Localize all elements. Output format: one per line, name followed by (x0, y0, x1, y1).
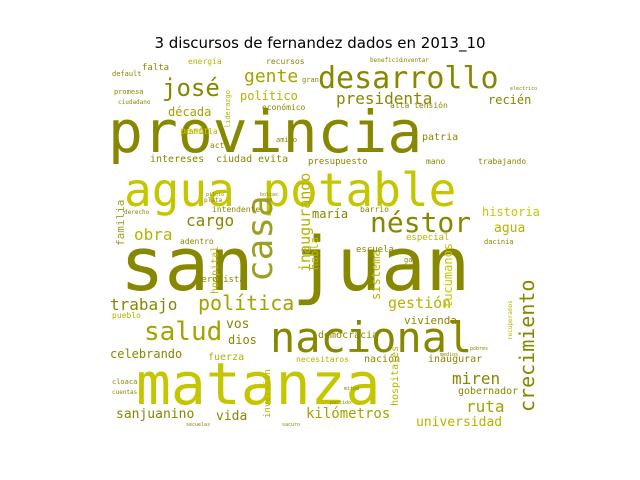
word-85: inventar (400, 57, 429, 64)
word-91: medios (440, 352, 458, 358)
word-49: ciudad (216, 154, 252, 165)
word-79: liderazgo (224, 90, 232, 128)
word-63: mano (426, 157, 445, 166)
word-71: gas (404, 256, 417, 264)
word-76: cloaca (112, 378, 137, 386)
word-24: sanjuanino (116, 407, 194, 422)
word-55: perón (180, 125, 210, 137)
word-11: crecimiento (515, 280, 539, 412)
word-46: hospitales (390, 346, 401, 406)
word-0: provincia (108, 98, 422, 166)
word-81: plata (204, 197, 222, 204)
word-19: miren (452, 369, 500, 388)
word-15: cargo (186, 211, 234, 230)
word-18: ruta (466, 397, 505, 416)
word-93: partido (330, 400, 351, 406)
word-group: provincia san juan matanza agua potable nacio… (108, 57, 540, 430)
word-73: pueblo (112, 311, 141, 320)
word-75: default (112, 70, 142, 78)
word-88: sacuro (282, 422, 300, 428)
word-86: eléctrico (510, 85, 537, 92)
word-10: josé (162, 74, 220, 102)
word-60: económico (262, 102, 306, 112)
word-77: dacinia (484, 238, 514, 246)
word-37: político (240, 89, 298, 103)
word-28: vos (226, 317, 249, 332)
word-41: democracia (318, 330, 378, 341)
word-68: adentro (180, 237, 214, 246)
word-61: energía (188, 57, 222, 66)
word-32: sistema (369, 249, 383, 300)
word-9: salud (144, 317, 222, 347)
word-47: inversión (262, 369, 273, 418)
word-50: evita (258, 154, 288, 165)
word-1: san (120, 222, 254, 308)
word-92: mitad (344, 386, 359, 392)
word-40: gobernador (458, 386, 518, 397)
word-36: década (168, 105, 211, 119)
word-83: recuperamos (507, 300, 514, 340)
word-17: trabajo (110, 295, 177, 314)
word-82: cuentas (112, 389, 138, 396)
word-57: escuela (356, 245, 394, 255)
word-5: nacional (270, 313, 472, 362)
word-89: pobres (470, 346, 488, 352)
word-65: alta tensión (390, 100, 448, 110)
word-13: gente (244, 66, 298, 87)
word-94: piloto (206, 192, 224, 198)
word-30: celebrando (110, 347, 182, 361)
word-78: derecho (124, 209, 150, 216)
word-66: camilla (184, 127, 218, 136)
word-87: secuelas (186, 422, 210, 428)
word-62: falta (142, 63, 169, 73)
word-43: nación (364, 353, 400, 365)
word-52: especial (406, 233, 449, 243)
word-2: juan (292, 222, 470, 308)
word-35: familia (114, 200, 127, 246)
cloud-background (108, 58, 550, 420)
word-42: fuerza (208, 352, 244, 363)
word-48: intereses (150, 154, 204, 165)
word-45: inaugurar (428, 354, 482, 365)
chart-title: 3 discursos de fernandez dados en 2013_1… (154, 34, 486, 52)
word-84: beneficio (370, 57, 403, 64)
word-26: agua (494, 221, 525, 236)
word-21: inaugurando (296, 173, 314, 272)
word-67: recursos (266, 57, 305, 66)
word-39: habla (308, 237, 321, 270)
word-72: gran (302, 76, 319, 84)
word-34: recién (488, 93, 531, 107)
word-90: bolsas (260, 192, 278, 198)
word-25: vida (216, 409, 247, 424)
word-56: necesitaros (296, 355, 349, 364)
word-38: vivienda (404, 314, 457, 327)
word-27: historia (482, 205, 540, 219)
word-59: intendente (212, 205, 260, 214)
word-7: desarrollo (318, 61, 499, 96)
word-44: hospital (210, 246, 221, 294)
word-6: casa (240, 195, 281, 282)
word-23: universidad (416, 415, 502, 430)
word-16: obra (134, 225, 173, 244)
word-22: kilómetros (306, 406, 390, 422)
word-29: dios (228, 333, 257, 347)
word-4: agua potable (124, 163, 456, 217)
word-20: gestión (388, 294, 451, 312)
word-58: trabajando (478, 157, 526, 166)
word-33: maría (312, 207, 348, 221)
word-3: matanza (136, 350, 380, 418)
word-14: presidenta (336, 89, 432, 108)
word-74: promesa (114, 88, 144, 96)
word-70: amigo (276, 136, 297, 144)
word-80: ciudadano (118, 99, 151, 106)
word-69: acto (210, 141, 229, 150)
word-54: peronista (196, 275, 245, 285)
word-53: presupuesto (308, 157, 368, 167)
word-31: tucumanos (441, 243, 455, 308)
word-12: política (198, 291, 294, 315)
word-51: patria (422, 132, 458, 143)
word-8: néstor (370, 206, 471, 239)
word-64: barrio (360, 205, 389, 214)
